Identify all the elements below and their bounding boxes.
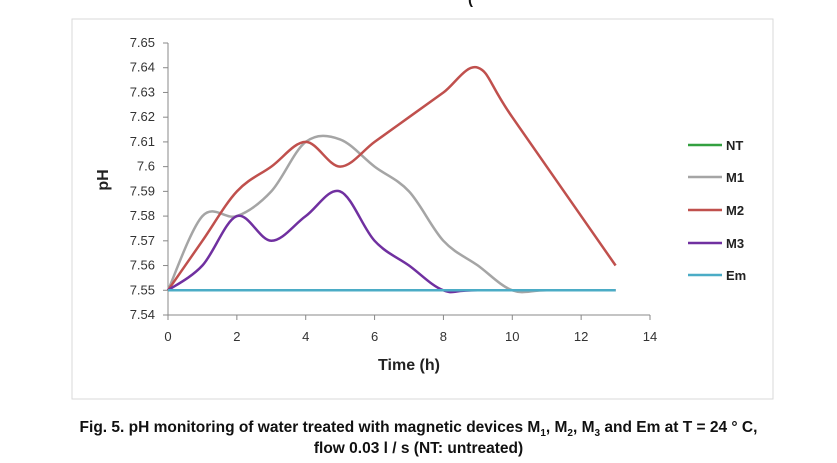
y-tick-label: 7.62 bbox=[130, 109, 155, 124]
figure-caption-line2: flow 0.03 l / s (NT: untreated) bbox=[313, 440, 524, 457]
y-tick-label: 7.59 bbox=[130, 183, 155, 198]
y-tick-label: 7.55 bbox=[130, 282, 155, 297]
axes: 7.54 7.55 7.56 7.57 7.58 7.59 7.6 7.61 7.62 7.63 7… bbox=[130, 35, 658, 344]
x-tick-label: 2 bbox=[233, 329, 240, 344]
chart: ( 7.54 7.55 7.56 7.57 7.58 7.59 7.6 7.61 7.62 7.6… bbox=[71, 0, 774, 400]
legend-label-m3: M3 bbox=[726, 236, 744, 251]
y-axis-label: pH bbox=[95, 169, 112, 190]
y-tick-label: 7.54 bbox=[130, 307, 155, 322]
y-tick-label: 7.65 bbox=[130, 35, 155, 50]
x-tick-label: 10 bbox=[505, 329, 519, 344]
x-tick-label: 6 bbox=[371, 329, 378, 344]
legend-label-m1: M1 bbox=[726, 170, 744, 185]
legend: NT M1 M2 M3 Em bbox=[688, 138, 746, 283]
caption-text: , M bbox=[545, 419, 568, 436]
x-tick-label: 8 bbox=[440, 329, 447, 344]
legend-label-nt: NT bbox=[726, 138, 743, 153]
x-tick-label: 14 bbox=[643, 329, 657, 344]
caption-subscript: 2 bbox=[567, 428, 573, 440]
legend-label-m2: M2 bbox=[726, 203, 744, 218]
caption-subscript: 1 bbox=[540, 428, 546, 440]
y-tick-label: 7.6 bbox=[137, 159, 155, 174]
caption-subscript: 3 bbox=[594, 428, 601, 440]
y-tick-label: 7.63 bbox=[130, 84, 155, 99]
x-tick-label: 4 bbox=[302, 329, 309, 344]
caption-text: and Em at T = 24 ° C, bbox=[600, 419, 758, 436]
y-tick-label: 7.58 bbox=[130, 208, 155, 223]
x-tick-label: 12 bbox=[574, 329, 588, 344]
figure-caption-line1: Fig. 5. pH monitoring of water treated w… bbox=[0, 418, 837, 443]
y-tick-label: 7.57 bbox=[130, 233, 155, 248]
series-layer bbox=[166, 66, 617, 294]
series-line-m2 bbox=[166, 66, 617, 292]
caption-text: , M bbox=[572, 419, 595, 436]
y-tick-label: 7.64 bbox=[130, 60, 155, 75]
header-fragment: ( bbox=[468, 0, 473, 8]
x-tick-label: 0 bbox=[164, 329, 171, 344]
caption-text: Fig. 5. pH monitoring of water treated w… bbox=[79, 419, 541, 436]
y-tick-label: 7.56 bbox=[130, 258, 155, 273]
y-tick-label: 7.61 bbox=[130, 134, 155, 149]
x-axis-label: Time (h) bbox=[378, 357, 440, 374]
legend-label-em: Em bbox=[726, 268, 746, 283]
